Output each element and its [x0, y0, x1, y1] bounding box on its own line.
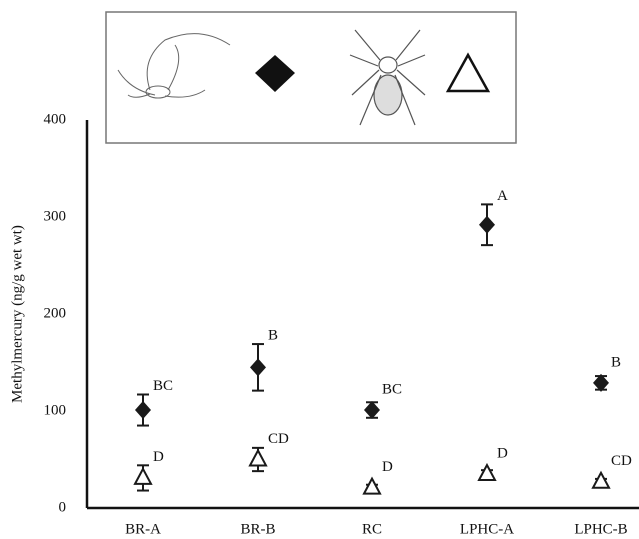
significance-letter: B: [268, 328, 278, 344]
significance-letter: BC: [153, 378, 173, 394]
x-tick-label: BR-A: [125, 521, 161, 537]
significance-letter: D: [382, 459, 393, 475]
significance-letter: CD: [268, 431, 289, 447]
diamond-marker: [364, 401, 380, 419]
significance-letter: CD: [611, 453, 632, 469]
x-tick-label: LPHC-B: [574, 521, 627, 537]
y-tick-label: 300: [44, 208, 67, 224]
y-tick-label: 100: [44, 402, 67, 418]
x-tick-label: LPHC-A: [460, 521, 514, 537]
significance-letter: D: [153, 449, 164, 465]
y-tick-label: 200: [44, 305, 67, 321]
y-axis-label: Methylmercury (ng/g wet wt): [9, 225, 25, 403]
y-tick-label: 0: [59, 499, 67, 515]
significance-letter: BC: [382, 381, 402, 397]
triangle-marker: [135, 469, 151, 484]
legend: [106, 12, 516, 143]
significance-letter: D: [497, 445, 508, 461]
diamond-marker: [250, 358, 266, 376]
triangle-marker: [593, 473, 609, 488]
diamond-marker: [135, 401, 151, 419]
triangle-marker: [479, 465, 495, 480]
x-tick-label: RC: [362, 521, 382, 537]
diamond-marker: [479, 216, 495, 234]
triangle-marker: [250, 451, 266, 466]
significance-letter: B: [611, 354, 621, 370]
y-tick-label: 400: [44, 111, 67, 127]
chart: Methylmercury (ng/g wet wt) 0 100 200 300 40…: [0, 0, 639, 539]
significance-letter: A: [497, 188, 508, 204]
x-tick-label: BR-B: [240, 521, 275, 537]
triangle-marker: [364, 479, 380, 494]
